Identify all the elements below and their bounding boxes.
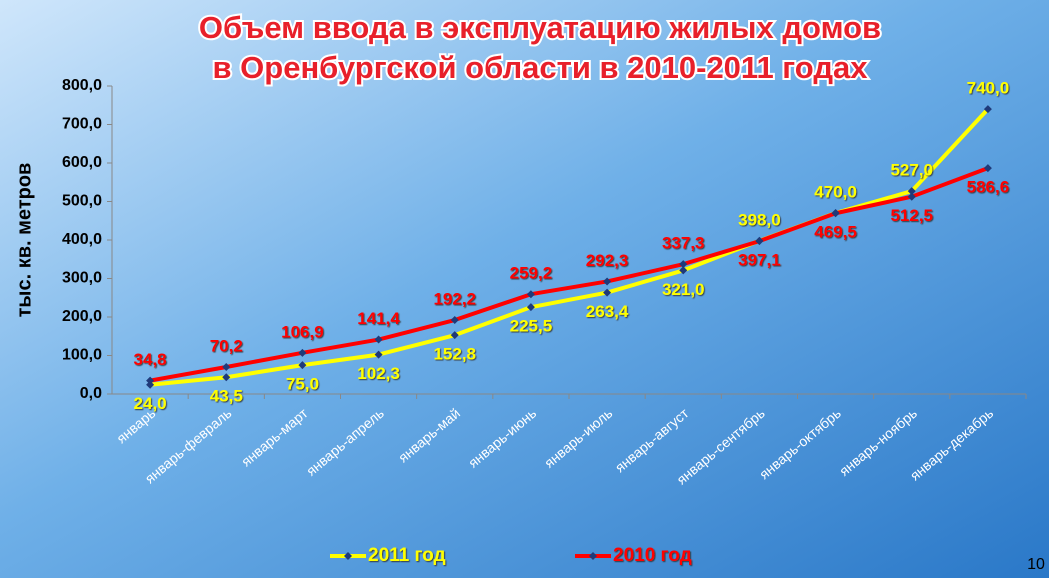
data-point	[450, 316, 459, 325]
data-label: 586,6	[967, 178, 1010, 197]
data-label: 70,2	[210, 336, 243, 355]
legend-label: 2010 год	[613, 545, 692, 566]
data-label: 106,9	[281, 322, 324, 341]
data-point	[374, 350, 383, 359]
data-point	[603, 277, 612, 286]
data-point	[526, 303, 535, 312]
y-tick-label: 200,0	[62, 308, 102, 325]
data-label: 337,3	[662, 234, 705, 253]
y-tick-label: 400,0	[62, 231, 102, 248]
data-point	[526, 290, 535, 299]
legend-marker	[344, 552, 352, 560]
data-label: 527,0	[890, 161, 933, 180]
data-label: 740,0	[967, 79, 1010, 98]
legend-label: 2011 год	[368, 545, 446, 566]
data-label: 192,2	[433, 289, 476, 308]
data-label: 225,5	[510, 317, 553, 336]
data-point	[298, 348, 307, 357]
data-label: 470,0	[814, 183, 857, 202]
data-point	[146, 380, 155, 389]
data-point	[222, 362, 231, 371]
data-label: 397,1	[738, 251, 781, 270]
data-label: 102,3	[357, 364, 400, 383]
y-tick-label: 600,0	[62, 154, 102, 171]
data-label: 34,8	[134, 350, 167, 369]
data-label: 398,0	[738, 210, 781, 229]
y-tick-label: 700,0	[62, 116, 102, 133]
data-point	[679, 260, 688, 269]
chart-title: Объем ввода в эксплуатацию жилых домов	[199, 10, 881, 45]
data-label: 259,2	[510, 264, 553, 283]
series-line	[149, 166, 989, 383]
data-point	[603, 288, 612, 297]
data-label: 292,3	[586, 251, 629, 270]
y-axis-label: тыс. кв. метров	[13, 163, 35, 318]
data-point	[146, 376, 155, 385]
y-tick-label: 100,0	[62, 347, 102, 364]
chart-title: в Оренбургской области в 2010-2011 годах	[213, 50, 869, 85]
data-point	[450, 331, 459, 340]
data-label: 43,5	[210, 387, 243, 406]
data-point	[907, 192, 916, 201]
data-label: 263,4	[586, 302, 629, 321]
y-tick-label: 500,0	[62, 193, 102, 210]
data-label: 75,0	[286, 375, 319, 394]
data-point	[298, 361, 307, 370]
page-number: 10	[1027, 556, 1045, 573]
data-point	[222, 373, 231, 382]
y-tick-label: 800,0	[62, 77, 102, 94]
data-point	[983, 164, 992, 173]
data-point	[679, 266, 688, 275]
data-label: 24,0	[134, 394, 167, 413]
data-label: 152,8	[433, 345, 476, 364]
y-tick-label: 300,0	[62, 270, 102, 287]
data-point	[907, 187, 916, 196]
data-label: 512,5	[890, 206, 933, 225]
data-point	[755, 237, 764, 246]
data-point	[831, 209, 840, 218]
y-tick-label: 0,0	[80, 385, 102, 402]
data-label: 469,5	[814, 223, 857, 242]
data-point	[983, 105, 992, 114]
data-point	[374, 335, 383, 344]
data-label: 141,4	[357, 309, 400, 328]
legend-marker	[589, 552, 597, 560]
data-label: 321,0	[662, 280, 705, 299]
